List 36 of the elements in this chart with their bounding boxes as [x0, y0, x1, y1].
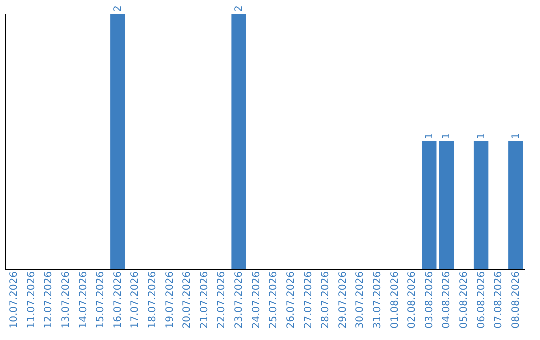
x-tick-label: 16.07.2026 — [112, 272, 124, 329]
x-tick-label: 22.07.2026 — [216, 272, 228, 329]
x-tick-label: 04.08.2026 — [442, 272, 453, 329]
x-tick-label: 11.07.2026 — [26, 272, 38, 329]
data-label: 1 — [424, 133, 436, 140]
x-tick-label: 19.07.2026 — [164, 272, 176, 329]
data-label: 2 — [234, 6, 246, 12]
x-tick-label: 08.08.2026 — [510, 272, 522, 329]
x-tick-label: 15.07.2026 — [96, 272, 107, 329]
x-tick-label: 03.08.2026 — [424, 272, 436, 329]
data-label: 2 — [112, 6, 124, 12]
x-tick-label: 24.07.2026 — [251, 272, 262, 329]
x-tick-label: 17.07.2026 — [130, 272, 142, 329]
x-tick-label: 28.07.2026 — [320, 272, 332, 329]
x-tick-label: 21.07.2026 — [199, 272, 210, 329]
x-tick-label: 26.07.2026 — [286, 272, 297, 329]
x-tick-label: 06.08.2026 — [476, 272, 488, 329]
data-label: 1 — [476, 133, 488, 140]
x-tick-label: 23.07.2026 — [234, 272, 246, 329]
x-tick-label: 12.07.2026 — [44, 272, 55, 329]
x-tick-label: 14.07.2026 — [78, 272, 90, 329]
x-tick-label: 18.07.2026 — [148, 272, 159, 329]
x-tick-label: 20.07.2026 — [182, 272, 194, 329]
x-tick-label: 30.07.2026 — [355, 272, 366, 329]
x-tick-label: 27.07.2026 — [303, 272, 314, 329]
x-tick-label: 01.08.2026 — [390, 272, 401, 329]
x-tick-label: 05.08.2026 — [459, 272, 470, 329]
x-tick-label: 25.07.2026 — [268, 272, 280, 329]
x-tick-label: 02.08.2026 — [407, 272, 418, 329]
data-label: 1 — [442, 133, 453, 140]
x-tick-label: 10.07.2026 — [9, 272, 20, 329]
x-tick-label: 13.07.2026 — [61, 272, 72, 329]
data-label: 1 — [510, 133, 522, 140]
x-tick-label: 07.08.2026 — [494, 272, 505, 329]
x-tick-label: 29.07.2026 — [338, 272, 349, 329]
x-tick-label: 31.07.2026 — [372, 272, 384, 329]
